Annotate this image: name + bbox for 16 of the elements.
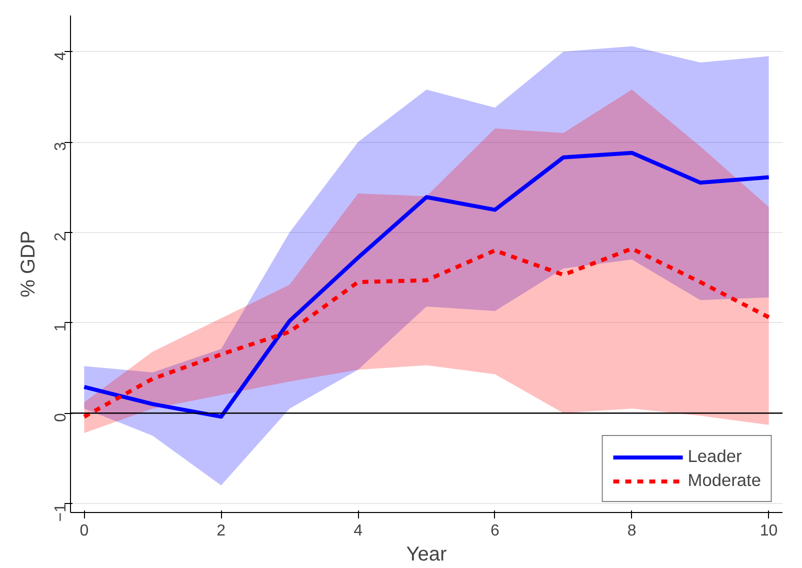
y-tick-label: −1 (52, 503, 70, 522)
x-tick-label: 10 (760, 522, 778, 540)
legend-label: Leader (688, 446, 742, 467)
legend-label: Moderate (688, 470, 761, 491)
x-tick-label: 8 (627, 522, 636, 540)
x-tick-label: 0 (80, 522, 89, 540)
y-tick-label: 3 (52, 142, 70, 151)
x-tick-label: 2 (216, 522, 226, 540)
x-tick-label: 4 (354, 522, 363, 540)
y-tick-label: 2 (52, 232, 70, 242)
y-tick-label: 4 (52, 52, 70, 61)
y-axis-title: % GDP (18, 230, 40, 298)
y-tick-label: 0 (52, 413, 70, 422)
x-axis-title: Year (406, 544, 448, 566)
y-tick-label: 1 (52, 322, 70, 332)
x-tick-label: 6 (490, 522, 500, 540)
